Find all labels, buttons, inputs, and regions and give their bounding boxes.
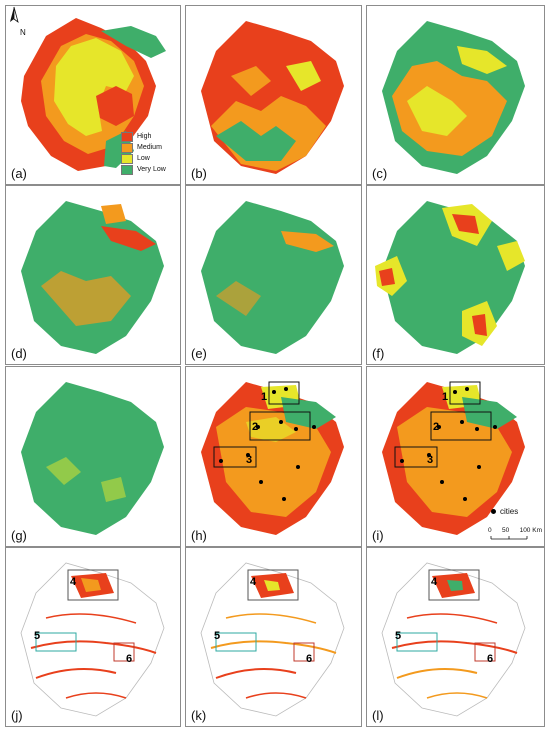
box-label-6: 6 [487,653,494,665]
scale-bar: 0 50 100 Km [488,527,542,534]
box-label-5: 5 [214,630,221,642]
north-label: N [20,28,26,37]
map-h [201,381,344,535]
box-label-4: 4 [250,576,257,588]
box-label-4: 4 [431,576,438,588]
legend-item-medium: Medium [121,142,166,153]
box-label-6: 6 [306,653,313,665]
map-j [20,562,165,717]
cities-legend-label: cities [500,507,519,516]
box-label-4: 4 [70,576,77,588]
box-label-2: 2 [433,421,440,433]
hazard-legend: High Medium Low Very Low [121,131,166,175]
box-label-5: 5 [34,630,41,642]
box-label-1: 1 [442,391,449,403]
legend-label-very-low: Very Low [137,166,166,173]
legend-label-high: High [137,133,152,140]
map-k [200,562,345,717]
panel-label-l: (l) [372,708,384,723]
panel-g: (g) [5,366,181,547]
panel-h: 1 2 3 (h) [185,366,362,547]
panel-label-f: (f) [372,346,385,361]
map-d [21,201,164,354]
cities-legend: cities [491,507,518,516]
panel-label-i: (i) [372,528,384,543]
legend-item-high: High [121,131,166,142]
panel-label-k: (k) [191,708,207,723]
panel-j: 4 5 6 (j) [5,547,181,727]
panel-k: 4 5 6 (k) [185,547,362,727]
panel-label-a: (a) [11,166,27,181]
panel-label-c: (c) [372,166,388,181]
legend-label-medium: Medium [137,144,162,151]
box-label-6: 6 [126,653,133,665]
panel-label-g: (g) [11,528,27,543]
panel-l: 4 5 6 (l) [366,547,545,727]
box-label-1: 1 [261,391,268,403]
legend-swatch-low [121,153,133,164]
map-b [201,21,344,174]
panel-label-h: (h) [191,528,207,543]
map-g [21,382,164,535]
box-label-3: 3 [427,454,434,466]
map-c [382,21,525,174]
panel-label-d: (d) [11,346,27,361]
map-i [382,381,528,540]
map-a [21,18,166,171]
panel-label-b: (b) [191,166,207,181]
scale-tick-50: 50 [501,527,510,534]
panel-i: 1 2 3 cities 0 50 100 Km (i) [366,366,545,547]
scale-tick-100: 100 Km [519,527,542,534]
box-label-2: 2 [252,421,259,433]
panel-f: (f) [366,185,545,365]
box-label-5: 5 [395,630,402,642]
city-dot-icon [491,509,496,514]
panel-c: (c) [366,5,545,185]
legend-swatch-high [121,131,133,142]
map-e [201,201,344,354]
legend-item-very-low: Very Low [121,164,166,175]
legend-swatch-very-low [121,164,133,175]
map-l [381,562,526,717]
panel-b: (b) [185,5,362,185]
map-f [375,201,525,354]
panel-label-e: (e) [191,346,207,361]
legend-label-low: Low [137,155,150,162]
legend-swatch-medium [121,142,133,153]
box-label-3: 3 [246,454,253,466]
panel-a: N High Medium Low Very Low (a) [5,5,181,185]
legend-item-low: Low [121,153,166,164]
panel-d: (d) [5,185,181,365]
panel-label-j: (j) [11,708,23,723]
panel-e: (e) [185,185,362,365]
north-arrow-icon [10,6,19,24]
scale-tick-0: 0 [488,527,492,534]
